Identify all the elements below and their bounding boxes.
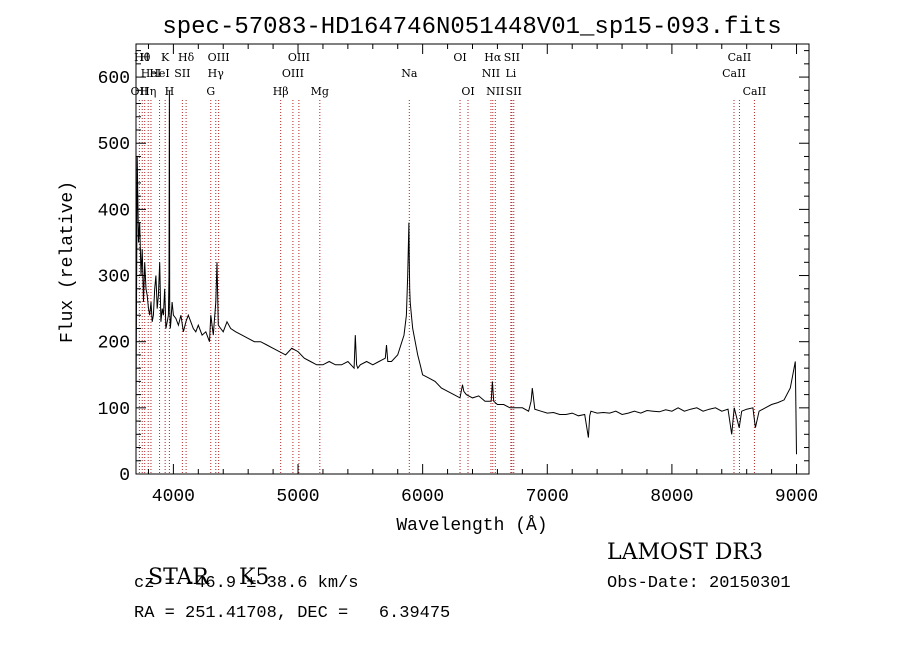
- spectral-line-label: CaII: [722, 67, 746, 80]
- x-tick-label: 6000: [401, 487, 444, 507]
- spectral-line-label: Hβ: [273, 85, 289, 98]
- spectral-line-label: Mg: [311, 85, 329, 98]
- spectral-line-label: SII: [174, 67, 190, 80]
- y-axis: 0 100 200 300 400 500 600: [98, 50, 809, 486]
- y-tick-label: 600: [98, 69, 130, 89]
- spectral-line-label: K: [161, 51, 170, 64]
- spectral-line-label: NII: [486, 85, 504, 98]
- x-tick-label: 4000: [152, 487, 195, 507]
- spectral-line-label: Hγ: [208, 67, 225, 80]
- spectral-line-label: Hδ: [178, 51, 195, 64]
- obs-date: Obs-Date: 20150301: [607, 574, 791, 593]
- y-tick-label: 400: [98, 201, 130, 221]
- x-tick-label: 8000: [650, 487, 693, 507]
- spectral-line-label: OI: [453, 51, 466, 64]
- spectral-line-label: Hη: [140, 85, 156, 98]
- object-class: STAR K5: [134, 540, 269, 590]
- spectral-line-label: OIII: [282, 67, 304, 80]
- spectrum-line: [135, 90, 797, 455]
- y-tick-label: 0: [119, 466, 130, 486]
- x-tick-label: 7000: [526, 487, 569, 507]
- spectral-line-label: Li: [505, 67, 516, 80]
- y-tick-label: 300: [98, 268, 130, 288]
- spectral-line-label: Na: [401, 67, 418, 80]
- spectral-line-label: HeI: [149, 67, 169, 80]
- spectral-line-label: Hθ: [134, 51, 151, 64]
- y-axis-label: Flux (relative): [58, 181, 78, 343]
- survey-label: LAMOST DR3: [607, 540, 763, 565]
- class-label: STAR: [148, 565, 209, 590]
- y-tick-label: 100: [98, 400, 130, 420]
- spectral-line-label: Hα: [484, 51, 502, 64]
- coordinates: RA = 251.41708, DEC = 6.39475: [134, 604, 451, 623]
- spectral-line-label: OIII: [288, 51, 310, 64]
- spectral-line-label: OI: [461, 85, 474, 98]
- x-tick-label: 5000: [276, 487, 319, 507]
- spectral-line-label: OII: [131, 85, 149, 98]
- spectral-line-label: SII: [506, 85, 522, 98]
- spectral-line-label: H: [140, 51, 150, 64]
- spectral-line-label: G: [206, 85, 215, 98]
- subclass-label: K5: [239, 565, 270, 590]
- spectral-line-label: CaII: [728, 51, 752, 64]
- x-tick-label: 9000: [775, 487, 818, 507]
- y-tick-label: 200: [98, 334, 130, 354]
- spectral-line-label: OIII: [208, 51, 230, 64]
- x-axis: 4000 5000 6000 7000 8000 9000: [147, 44, 818, 507]
- spectral-line-label: NII: [482, 67, 500, 80]
- chart-title: spec-57083-HD164746N051448V01_sp15-093.f…: [162, 14, 781, 41]
- spectrum-series: [135, 90, 797, 455]
- redshift-value: cz = -46.9 ± 38.6 km/s: [134, 574, 359, 593]
- spectral-line-label: SII: [504, 51, 520, 64]
- x-axis-label: Wavelength (Å): [396, 515, 547, 536]
- y-tick-label: 500: [98, 135, 130, 155]
- spectral-line-label: CaII: [743, 85, 767, 98]
